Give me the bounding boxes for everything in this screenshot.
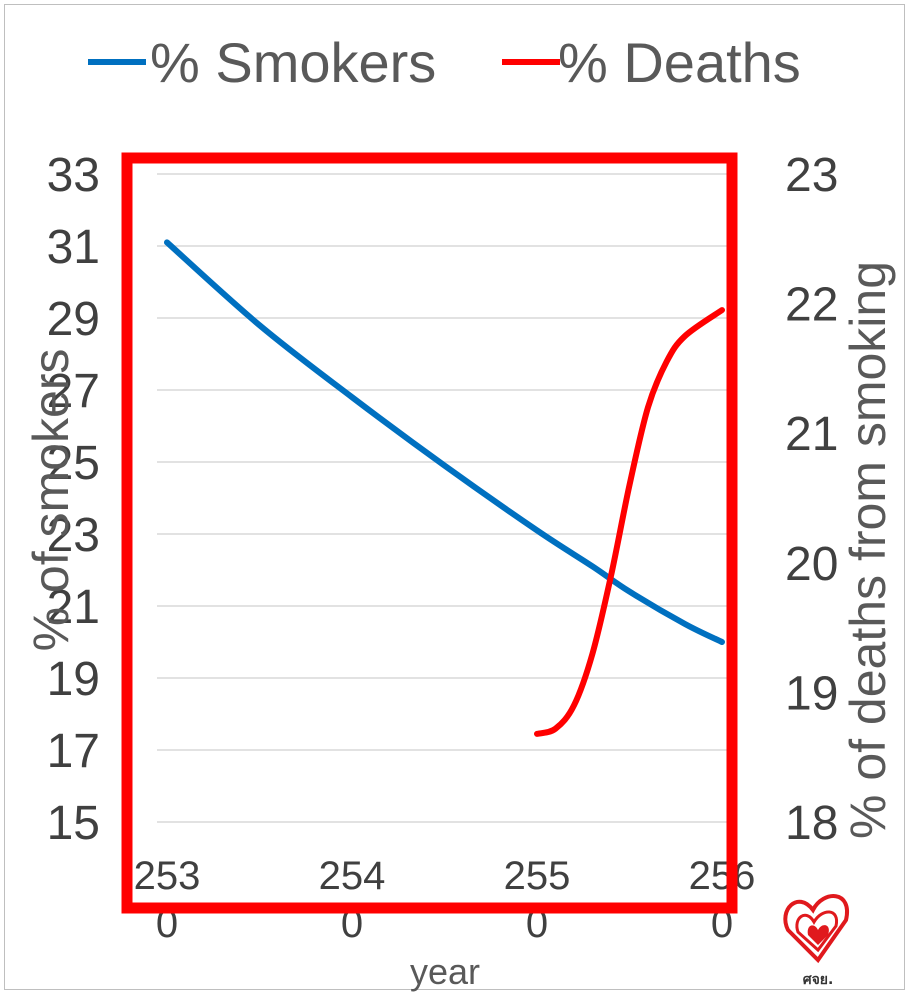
legend-entry: % Deaths (558, 31, 801, 94)
y-right-tick-label: 18 (785, 797, 838, 850)
y-right-tick-label: 22 (785, 279, 838, 332)
y-left-tick-label: 23 (47, 509, 100, 562)
y-left-tick-label: 21 (47, 581, 100, 634)
y-left-tick-label: 25 (47, 437, 100, 490)
y-right-tick-label: 20 (785, 538, 838, 591)
x-axis-label: year (410, 951, 480, 992)
legend: % Smokers % Deaths (88, 31, 801, 94)
series-line-smokers (164, 239, 725, 645)
y-axis-left-label: % of smokers (23, 349, 79, 652)
y-right-tick-label: 19 (785, 667, 838, 720)
thai-health-logo: ศจย. (783, 894, 850, 988)
y-axis-left-ticks: 15 17 19 21 23 25 27 29 31 33 (47, 149, 100, 850)
series-lines (164, 239, 725, 737)
y-right-tick-label: 23 (785, 149, 838, 202)
chart-frame (4, 4, 905, 990)
highlight-box (121, 152, 738, 914)
y-right-tick-label: 21 (785, 408, 838, 461)
x-tick-label-line: 254 (319, 854, 386, 898)
y-axis-right-label: % of deaths from smoking (840, 261, 896, 839)
legend-entry: % Smokers (150, 31, 436, 94)
x-tick-label-line: 255 (504, 854, 571, 898)
gridlines (157, 173, 727, 823)
y-left-tick-label: 31 (47, 221, 100, 274)
x-tick-label-line: 253 (134, 854, 201, 898)
y-left-tick-label: 27 (47, 365, 100, 418)
y-left-tick-label: 15 (47, 797, 100, 850)
y-left-tick-label: 33 (47, 149, 100, 202)
logo-text: ศจย. (803, 972, 834, 988)
y-left-tick-label: 29 (47, 293, 100, 346)
y-left-tick-label: 17 (47, 725, 100, 778)
y-left-tick-label: 19 (47, 653, 100, 706)
y-axis-right-ticks: 18 19 20 21 22 23 (785, 149, 838, 850)
series-line-deaths (534, 307, 725, 737)
x-tick-label-line: 256 (689, 854, 756, 898)
